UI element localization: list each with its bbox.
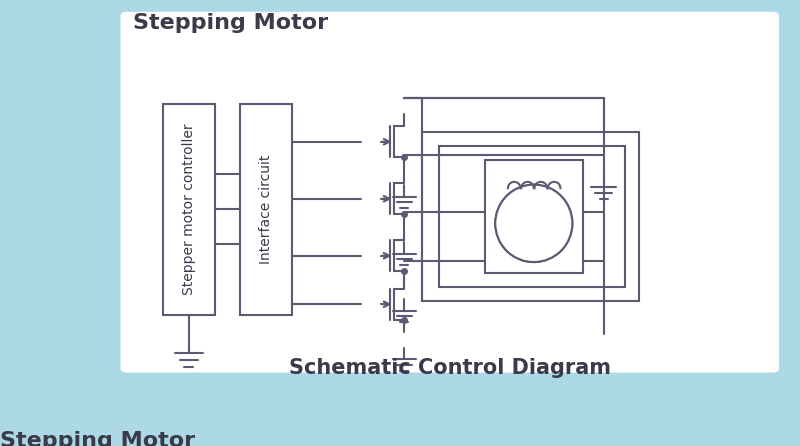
- Text: Schematic Control Diagram: Schematic Control Diagram: [289, 358, 610, 378]
- Circle shape: [495, 185, 572, 262]
- Bar: [162, 104, 215, 315]
- Bar: [240, 104, 292, 315]
- FancyBboxPatch shape: [121, 12, 779, 372]
- Bar: [485, 160, 583, 273]
- Text: Interface circuit: Interface circuit: [259, 155, 273, 264]
- Circle shape: [495, 185, 572, 262]
- Text: Stepper motor controller: Stepper motor controller: [182, 124, 196, 295]
- Bar: [439, 146, 625, 287]
- Text: Stepping Motor: Stepping Motor: [133, 13, 328, 33]
- Bar: [422, 132, 639, 301]
- Text: Stepping Motor: Stepping Motor: [1, 431, 196, 446]
